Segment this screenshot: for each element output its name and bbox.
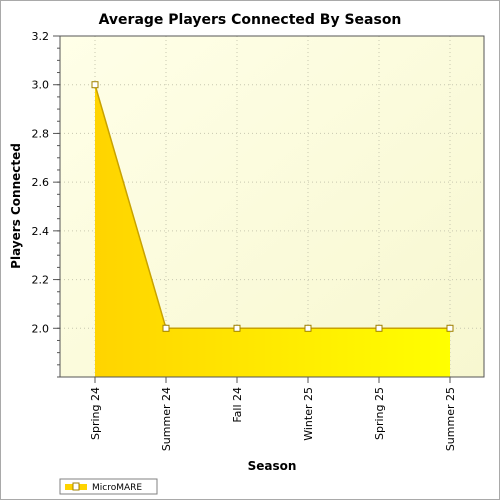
x-tick-label: Spring 25 bbox=[373, 387, 386, 440]
x-tick-label: Fall 24 bbox=[231, 387, 244, 423]
data-point bbox=[304, 324, 312, 332]
data-point bbox=[375, 324, 383, 332]
y-tick-label: 2.2 bbox=[32, 274, 50, 287]
y-axis-ticks: 3.2 3.0 2.8 2.6 2.4 2.2 2.0 bbox=[32, 30, 60, 378]
x-tick-label: Summer 24 bbox=[160, 387, 173, 451]
legend-series-label: MicroMARE bbox=[92, 483, 142, 493]
series-line bbox=[94, 84, 450, 330]
y-tick-label: 2.0 bbox=[32, 322, 50, 335]
area-fill bbox=[95, 84, 450, 377]
y-tick-label: 2.4 bbox=[32, 225, 50, 238]
area-series bbox=[94, 84, 450, 377]
y-axis-label: Players Connected bbox=[9, 143, 23, 269]
legend-box bbox=[59, 478, 158, 495]
data-point bbox=[162, 324, 170, 332]
x-tick-label: Winter 25 bbox=[302, 387, 315, 441]
x-tick-label: Spring 24 bbox=[89, 387, 102, 440]
x-tick-label: Summer 25 bbox=[444, 387, 457, 451]
data-point bbox=[91, 81, 99, 89]
data-point bbox=[446, 324, 454, 332]
chart-title: Average Players Connected By Season bbox=[99, 12, 402, 28]
x-axis-ticks: Spring 24 Summer 24 Fall 24 Winter 25 Spring… bbox=[89, 377, 457, 451]
data-markers bbox=[91, 81, 454, 332]
y-tick-label: 2.8 bbox=[32, 127, 50, 140]
legend-swatch-marker bbox=[72, 482, 80, 491]
y-tick-label: 3.2 bbox=[32, 30, 50, 43]
y-tick-label: 2.6 bbox=[32, 176, 50, 189]
y-tick-label: 3.0 bbox=[32, 79, 50, 92]
x-axis-label: Season bbox=[248, 459, 297, 473]
legend: MicroMARE bbox=[59, 478, 158, 495]
data-point bbox=[233, 324, 241, 332]
